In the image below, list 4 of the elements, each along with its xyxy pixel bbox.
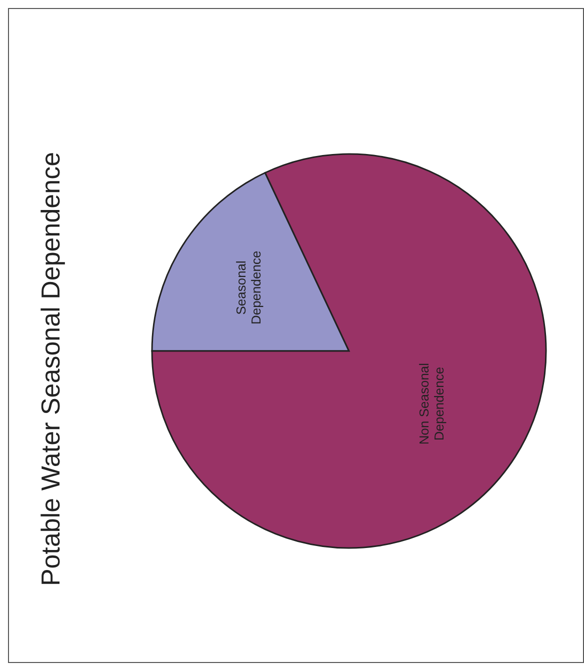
slice-label: Non Seasonal Dependence <box>416 362 447 445</box>
slice-label: Seasonal Dependence <box>234 250 264 325</box>
pie-slice <box>151 154 546 549</box>
text: Potable Water Seasonal Dependence <box>36 152 66 586</box>
